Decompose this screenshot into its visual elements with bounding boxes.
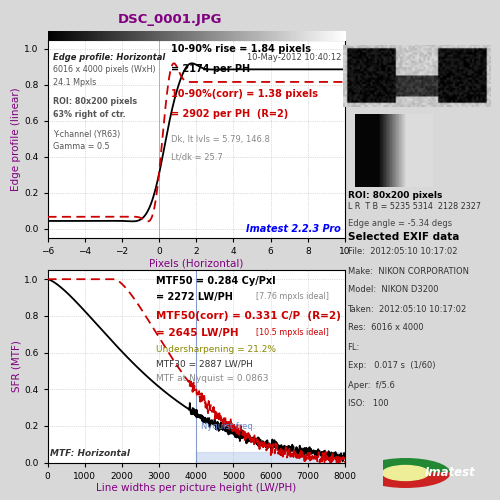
Y-axis label: SFR (MTF): SFR (MTF) — [12, 340, 22, 392]
Text: 10-90%(corr) = 1.38 pixels: 10-90%(corr) = 1.38 pixels — [171, 90, 318, 100]
X-axis label: Line widths per picture height (LW/PH): Line widths per picture height (LW/PH) — [96, 484, 296, 494]
Text: Imatest: Imatest — [424, 466, 475, 479]
Text: Exp:   0.017 s  (1/60): Exp: 0.017 s (1/60) — [348, 362, 435, 370]
Text: ROI: 80x200 pixels: ROI: 80x200 pixels — [53, 98, 137, 106]
Text: Model:  NIKON D3200: Model: NIKON D3200 — [348, 286, 438, 294]
Text: MTF at Nyquist = 0.0863: MTF at Nyquist = 0.0863 — [156, 374, 268, 383]
Text: ROI: 80x200 pixels: ROI: 80x200 pixels — [348, 191, 442, 200]
Text: ISO:   100: ISO: 100 — [348, 400, 388, 408]
Text: [7.76 mpxls ideal]: [7.76 mpxls ideal] — [256, 292, 329, 301]
Text: Edge angle = -5.34 degs: Edge angle = -5.34 degs — [348, 219, 452, 228]
Text: Taken:  2012:05:10 10:17:02: Taken: 2012:05:10 10:17:02 — [348, 304, 467, 314]
Text: FL:: FL: — [348, 342, 360, 351]
Text: Undersharpening = 21.2%: Undersharpening = 21.2% — [156, 345, 276, 354]
Text: MTF30 = 2887 LW/PH: MTF30 = 2887 LW/PH — [156, 360, 253, 368]
Text: Y-channel (YR63): Y-channel (YR63) — [53, 130, 120, 139]
Text: MTF50 = 0.284 Cy/Pxl: MTF50 = 0.284 Cy/Pxl — [156, 276, 276, 286]
Wedge shape — [362, 473, 450, 488]
Text: Gamma = 0.5: Gamma = 0.5 — [53, 142, 110, 152]
Text: Selected EXIF data: Selected EXIF data — [348, 232, 459, 242]
Text: 63% right of ctr.: 63% right of ctr. — [53, 110, 126, 119]
Text: = 2272 LW/PH: = 2272 LW/PH — [156, 292, 233, 302]
Text: 10-90% rise = 1.84 pixels: 10-90% rise = 1.84 pixels — [171, 44, 311, 54]
Text: Lt/dk = 25.7: Lt/dk = 25.7 — [171, 152, 223, 162]
Y-axis label: Edge profile (linear): Edge profile (linear) — [12, 87, 22, 190]
Text: MTF: Horizontal: MTF: Horizontal — [50, 449, 130, 458]
Text: Res:  6016 x 4000: Res: 6016 x 4000 — [348, 324, 423, 332]
Text: 24.1 Mpxls: 24.1 Mpxls — [53, 78, 96, 86]
Wedge shape — [362, 458, 450, 473]
Text: 10-May-2012 10:40:12: 10-May-2012 10:40:12 — [247, 52, 342, 62]
Text: MTF50(corr) = 0.331 C/P  (R=2): MTF50(corr) = 0.331 C/P (R=2) — [156, 312, 341, 322]
Text: = 2174 per PH: = 2174 per PH — [171, 64, 250, 74]
Text: DSC_0001.JPG: DSC_0001.JPG — [118, 12, 222, 26]
Text: Make:  NIKON CORPORATION: Make: NIKON CORPORATION — [348, 266, 469, 276]
Text: Imatest 2.2.3 Pro: Imatest 2.2.3 Pro — [246, 224, 342, 234]
X-axis label: Pixels (Horizontal): Pixels (Horizontal) — [149, 258, 244, 268]
Text: Aper:  f/5.6: Aper: f/5.6 — [348, 380, 395, 390]
Text: Nyquist freq.: Nyquist freq. — [200, 422, 255, 431]
Text: Edge profile: Horizontal: Edge profile: Horizontal — [53, 52, 166, 62]
Text: Dk, lt lvls = 5.79, 146.8: Dk, lt lvls = 5.79, 146.8 — [171, 135, 270, 144]
Text: = 2902 per PH  (R=2): = 2902 per PH (R=2) — [171, 109, 288, 119]
Text: = 2645 LW/PH: = 2645 LW/PH — [156, 328, 238, 338]
Text: L R  T B = 5235 5314  2128 2327: L R T B = 5235 5314 2128 2327 — [348, 202, 480, 211]
Text: 6016 x 4000 pixels (WxH): 6016 x 4000 pixels (WxH) — [53, 65, 156, 74]
Text: File:  2012:05:10 10:17:02: File: 2012:05:10 10:17:02 — [348, 248, 457, 256]
Circle shape — [382, 466, 428, 480]
Text: [10.5 mpxls ideal]: [10.5 mpxls ideal] — [256, 328, 328, 337]
